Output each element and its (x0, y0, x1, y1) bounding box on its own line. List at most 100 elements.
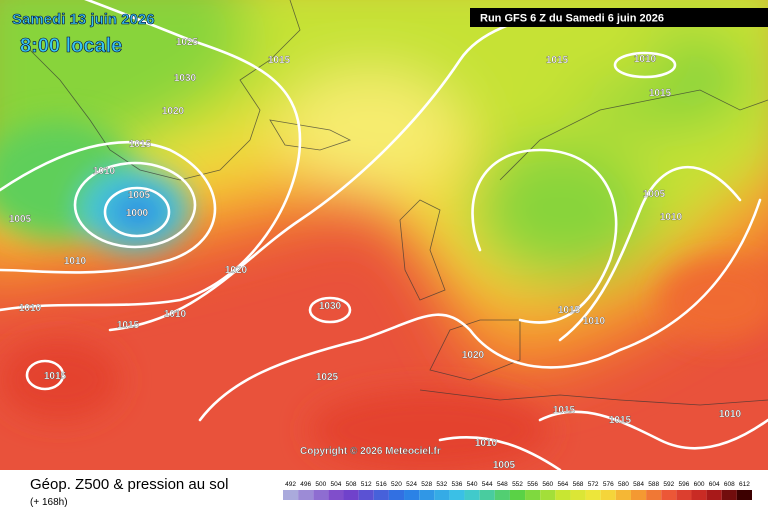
date: Samedi 13 juin 2026 (12, 11, 155, 28)
isobar-label: 1000 (126, 208, 149, 219)
isobar-label: 1020 (225, 265, 248, 276)
scale-swatch (661, 490, 677, 500)
scale-swatch (509, 490, 526, 500)
scale-swatch (328, 490, 344, 500)
coastline (419, 389, 768, 406)
scale-swatch (600, 490, 616, 500)
scale-swatch (615, 490, 631, 500)
scale-swatch (736, 490, 752, 500)
isobar-label: 1010 (64, 256, 87, 267)
scale-swatch (358, 490, 374, 500)
copyright: Copyright © 2026 Meteociel.fr (300, 446, 441, 457)
scale-swatch (419, 490, 435, 500)
scale-swatch (298, 490, 314, 500)
isobar-label: 1010 (164, 309, 187, 320)
scale-label: 584 (633, 481, 644, 488)
scale-label: 504 (331, 481, 342, 488)
scale-swatch (494, 490, 510, 500)
scale-swatch (676, 490, 692, 500)
scale-label: 540 (467, 481, 478, 488)
scale-swatch (313, 490, 329, 500)
scale-label: 492 (285, 481, 296, 488)
isobar-label: 1010 (19, 303, 42, 314)
scale-swatch (283, 490, 299, 500)
isobar-label: 1015 (649, 88, 672, 99)
isobar-label: 1015 (44, 371, 67, 382)
scale-label: 568 (573, 481, 584, 488)
scale-label: 516 (376, 481, 387, 488)
isobar-label: 1010 (583, 316, 606, 327)
scale-label: 524 (406, 481, 417, 488)
scale-swatch (555, 490, 571, 500)
coastline (429, 319, 521, 381)
isobar-label: 1020 (462, 350, 485, 361)
isobar-label: 1025 (316, 372, 339, 383)
isobar-label: 1015 (546, 55, 569, 66)
scale-swatch (343, 490, 359, 500)
scale-label: 612 (739, 481, 750, 488)
color-scale: 492 496 500 504 508 512 516 520 524 528 532 536 540 5… (283, 481, 752, 500)
scale-swatch (434, 490, 450, 500)
isobar-label: 1020 (162, 106, 185, 117)
scale-label: 588 (648, 481, 659, 488)
coastline (499, 89, 768, 181)
run-box (470, 8, 768, 27)
scale-label: 532 (436, 481, 447, 488)
scale-label: 608 (724, 481, 735, 488)
scale-swatch (404, 490, 420, 500)
scale-label: 536 (452, 481, 463, 488)
scale-swatch (585, 490, 601, 500)
time: 8:00 locale (20, 35, 122, 57)
isobar-label: 1005 (9, 214, 32, 225)
scale-label: 548 (497, 481, 508, 488)
isobar-label: 1010 (719, 409, 742, 420)
isobar-label: 1010 (634, 54, 657, 65)
scale-label: 600 (694, 481, 705, 488)
scale-swatch (540, 490, 556, 500)
isobars (0, 0, 768, 470)
isobar-label: 1005 (493, 460, 516, 471)
scale-swatch (479, 490, 495, 500)
scale-swatch (449, 490, 465, 500)
isobar-label: 1015 (129, 139, 152, 150)
scale-label: 560 (542, 481, 553, 488)
isobar-label: 1030 (319, 301, 342, 312)
isobar-label: 1025 (176, 37, 199, 48)
isobar-label: 1015 (553, 405, 576, 416)
isobar-label: 1005 (643, 189, 666, 200)
scale-label: 564 (557, 481, 568, 488)
isobar-label: 1005 (128, 190, 151, 201)
scale-swatch (721, 490, 737, 500)
scale-label: 528 (421, 481, 432, 488)
scale-label: 556 (527, 481, 538, 488)
run: Run GFS 6 Z du Samedi 6 juin 2026 (480, 13, 664, 25)
field: 1025 1030 1020 1015 1010 1005 1000 1005 1010 1010… (0, 0, 768, 471)
scale-label: 596 (678, 481, 689, 488)
isobar-label: 1015 (268, 55, 291, 66)
isobar-label: 1030 (174, 73, 197, 84)
coastline (19, 0, 301, 181)
isobar-label: 1010 (660, 212, 683, 223)
footer-title: Géop. Z500 & pression au sol (30, 476, 228, 493)
scale-swatch (691, 490, 707, 500)
scale-label: 500 (315, 481, 326, 488)
isobar-label: 1015 (609, 415, 632, 426)
scale-label: 580 (618, 481, 629, 488)
scale-swatch (373, 490, 389, 500)
scale-swatch (570, 490, 586, 500)
scale-label: 520 (391, 481, 402, 488)
scale-label: 572 (588, 481, 599, 488)
scale-swatch (706, 490, 722, 500)
footer-lead: (+ 168h) (30, 497, 68, 508)
scale-label: 576 (603, 481, 614, 488)
isobar-label: 1015 (117, 320, 140, 331)
scale-label: 592 (663, 481, 674, 488)
scale-label: 604 (709, 481, 720, 488)
scale-label: 508 (346, 481, 357, 488)
isobar-label: 1010 (93, 166, 116, 177)
scale-swatch (525, 490, 541, 500)
scale-swatch (388, 490, 405, 500)
scale-label: 496 (300, 481, 311, 488)
coastline (399, 199, 446, 301)
scale-swatch (630, 490, 647, 500)
